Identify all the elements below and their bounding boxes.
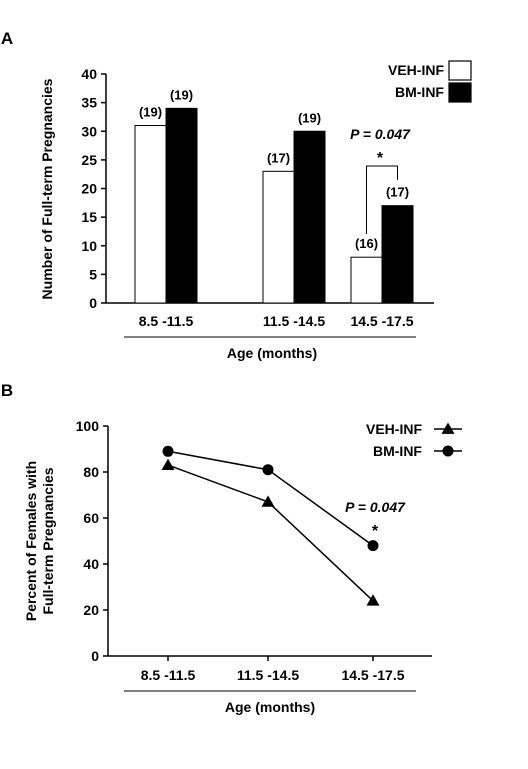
x-tick-label-a: 8.5 -11.5 (139, 313, 194, 329)
y-axis-label-b-line-2: Full-term Pregnancies (40, 467, 56, 614)
point-veh-inf (366, 594, 380, 606)
x-tick-label-b: 11.5 -14.5 (237, 667, 299, 683)
n-label-bm-inf: (19) (170, 87, 193, 102)
x-tick-label-b: 8.5 -11.5 (141, 667, 196, 683)
y-tick-label-a: 40 (81, 66, 97, 82)
x-axis-label-a: Age (months) (227, 345, 317, 361)
bar-bm-inf (381, 205, 414, 304)
n-label-veh-inf: (17) (267, 150, 290, 165)
panel-label-b: B (1, 381, 13, 400)
y-tick-label-a: 5 (89, 266, 97, 282)
significance-star-b: * (372, 523, 379, 540)
point-bm-inf (262, 464, 274, 476)
legend-label-veh-inf: VEH-INF (388, 62, 444, 78)
bar-bm-inf (293, 130, 326, 304)
y-tick-label-b: 40 (83, 556, 99, 572)
p-value-b: P = 0.047 (345, 499, 406, 515)
n-label-bm-inf: (19) (298, 110, 321, 125)
bar-veh-inf (134, 125, 167, 304)
significance-star-a: * (377, 150, 384, 167)
significance-bracket-a (366, 165, 398, 234)
x-tick-label-a: 14.5 -17.5 (350, 313, 413, 329)
panel-label-a: A (1, 29, 13, 48)
y-axis-label-a: Number of Full-term Pregnancies (39, 78, 55, 299)
legend-marker-bm-inf-b (442, 445, 454, 457)
y-tick-label-a: 15 (81, 209, 97, 225)
y-axis-label-b-line-1: Percent of Females with (23, 461, 39, 621)
legend-marker-veh-inf-b (441, 422, 455, 434)
y-tick-label-a: 25 (81, 152, 97, 168)
x-tick-label-b: 14.5 -17.5 (341, 667, 404, 683)
n-label-veh-inf: (19) (139, 105, 162, 120)
legend-label-bm-inf-b: BM-INF (373, 443, 422, 459)
y-tick-label-a: 35 (81, 95, 97, 111)
point-bm-inf (367, 540, 379, 552)
n-label-veh-inf: (16) (355, 236, 378, 251)
bar-veh-inf (262, 170, 295, 304)
bar-veh-inf (350, 256, 383, 304)
y-tick-label-b: 100 (76, 418, 100, 434)
n-label-bm-inf: (17) (386, 185, 409, 200)
point-bm-inf (162, 445, 174, 457)
bar-bm-inf (165, 107, 198, 304)
series-line-veh-inf (167, 464, 374, 602)
legend-label-veh-inf-b: VEH-INF (366, 421, 422, 437)
y-tick-label-b: 80 (83, 464, 99, 480)
legend-label-bm-inf: BM-INF (395, 84, 444, 100)
y-tick-label-a: 10 (81, 238, 97, 254)
y-tick-label-a: 20 (81, 181, 97, 197)
y-tick-label-a: 0 (89, 295, 97, 311)
y-tick-label-b: 0 (91, 648, 99, 664)
p-value-a: P = 0.047 (350, 126, 411, 142)
point-veh-inf (261, 495, 275, 507)
legend-swatch-veh-inf (448, 60, 472, 81)
y-tick-label-b: 60 (83, 510, 99, 526)
x-axis-label-b: Age (months) (225, 699, 315, 715)
y-tick-label-a: 30 (81, 123, 97, 139)
point-veh-inf (161, 458, 175, 470)
x-tick-label-a: 11.5 -14.5 (263, 313, 325, 329)
y-tick-label-b: 20 (83, 602, 99, 618)
legend-swatch-bm-inf (448, 82, 472, 103)
